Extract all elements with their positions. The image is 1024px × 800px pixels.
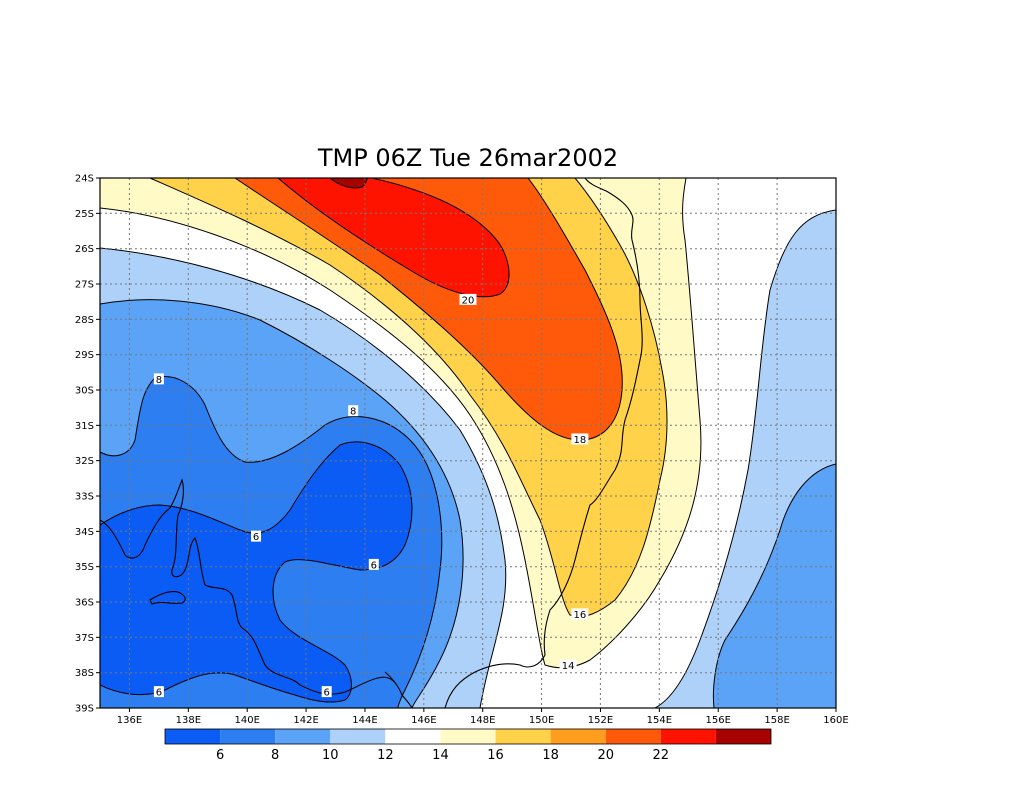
contour-label-bg: [251, 530, 262, 542]
contour-label-text: 6: [371, 560, 377, 571]
contour-label: 8: [153, 373, 164, 386]
contour-label: 6: [368, 558, 379, 571]
band-18-20: [234, 178, 623, 441]
lon-tick-label: 142E: [293, 715, 318, 726]
lat-tick-label: 30S: [75, 386, 94, 397]
colorbar-swatch: [440, 729, 496, 744]
colorbar: 6 8 10 12 14 16 18 20 22: [164, 728, 772, 763]
lat-tick-label: 26S: [75, 244, 94, 255]
lon-tick-label: 136E: [117, 715, 142, 726]
lat-tick-label: 24S: [75, 174, 94, 185]
band-lt6: [100, 441, 413, 703]
colorbar-swatch: [330, 729, 386, 744]
contour-label-bg: [153, 686, 164, 698]
contour-label: 8: [348, 405, 359, 418]
contour-labels: 20 18 16 14 8 8 6 6 6 6: [153, 293, 589, 699]
lat-tick-label: 28S: [75, 315, 94, 326]
grid: [100, 178, 836, 708]
lon-tick-label: 152E: [588, 715, 613, 726]
contour-label-text: 6: [156, 688, 162, 699]
contour-label-bg: [571, 433, 589, 445]
latitude-ticks: 24S 25S 26S 27S 28S 29S 30S 31S 32S 33S 34S 35S 36S 3…: [75, 174, 100, 715]
contour-label-text: 8: [350, 407, 356, 418]
colorbar-label: 10: [322, 748, 339, 763]
lon-tick-label: 138E: [176, 715, 201, 726]
contour-label: 14: [559, 659, 577, 672]
plot-area: [100, 178, 836, 708]
lat-tick-label: 32S: [75, 456, 94, 467]
contour-label-bg: [153, 373, 164, 385]
lon-tick-label: 156E: [706, 715, 731, 726]
contour-label-bg: [559, 659, 577, 671]
contour-label-text: 6: [324, 688, 330, 699]
contour-label-text: 6: [253, 532, 259, 543]
lon-tick-label: 160E: [823, 715, 848, 726]
lat-tick-label: 37S: [75, 633, 94, 644]
contour-label: 6: [251, 530, 262, 543]
lat-tick-label: 27S: [75, 280, 94, 291]
colorbar-swatch: [385, 729, 441, 744]
lat-tick-label: 38S: [75, 668, 94, 679]
contour-label-text: 20: [462, 295, 475, 306]
colorbar-label: 14: [432, 748, 449, 763]
plot-frame: [99, 177, 837, 709]
lat-tick-label: 31S: [75, 421, 94, 432]
lat-tick-label: 29S: [75, 350, 94, 361]
map-title: TMP 06Z Tue 26mar2002: [317, 144, 618, 172]
lon-tick-label: 144E: [352, 715, 377, 726]
contour-label-text: 8: [156, 375, 162, 386]
lon-tick-label: 150E: [529, 715, 554, 726]
colorbar-label: 16: [487, 748, 504, 763]
colorbar-label: 18: [542, 748, 559, 763]
colorbar-swatch: [715, 729, 771, 744]
lon-tick-label: 154E: [647, 715, 672, 726]
colorbar-swatch: [220, 729, 276, 744]
contour-label: 18: [571, 433, 589, 446]
contour-label-text: 16: [574, 610, 587, 621]
contour-label-bg: [348, 405, 359, 417]
colorbar-label: 8: [271, 748, 279, 763]
colorbar-swatch: [165, 729, 221, 744]
colorbar-swatch: [275, 729, 331, 744]
contour-label-text: 14: [562, 661, 575, 672]
colorbar-label: 12: [377, 748, 394, 763]
colorbar-frame: [164, 728, 772, 745]
colorbar-label: 6: [216, 748, 224, 763]
contour-label-bg: [571, 608, 589, 620]
lon-tick-label: 140E: [234, 715, 259, 726]
lat-tick-label: 35S: [75, 562, 94, 573]
contour-label-bg: [368, 558, 379, 570]
lon-tick-label: 148E: [470, 715, 495, 726]
band-8-10-east: [712, 463, 836, 708]
lon-tick-label: 146E: [411, 715, 436, 726]
coastline: [100, 178, 643, 708]
lat-tick-label: 39S: [75, 704, 94, 715]
lat-tick-label: 36S: [75, 598, 94, 609]
colorbar-swatch: [605, 729, 661, 744]
lat-tick-label: 33S: [75, 492, 94, 503]
lat-tick-label: 34S: [75, 527, 94, 538]
band-gt22: [329, 178, 368, 189]
contour-label-bg: [321, 686, 332, 698]
colorbar-swatch: [495, 729, 551, 744]
longitude-ticks: 136E 138E 140E 142E 144E 146E 148E 150E 152E 154E…: [117, 708, 849, 726]
contour-label: 20: [459, 293, 477, 306]
contour-label: 6: [153, 686, 164, 699]
contour-label: 6: [321, 686, 332, 699]
colorbar-swatch: [550, 729, 606, 744]
lat-tick-label: 25S: [75, 209, 94, 220]
contour-label: 16: [571, 608, 589, 621]
band-20-22: [277, 178, 510, 298]
contour-label-bg: [459, 293, 477, 305]
colorbar-label: 20: [597, 748, 614, 763]
colorbar-swatch: [660, 729, 716, 744]
contour-label-text: 18: [574, 435, 587, 446]
lon-tick-label: 158E: [764, 715, 789, 726]
colorbar-label: 22: [653, 748, 670, 763]
